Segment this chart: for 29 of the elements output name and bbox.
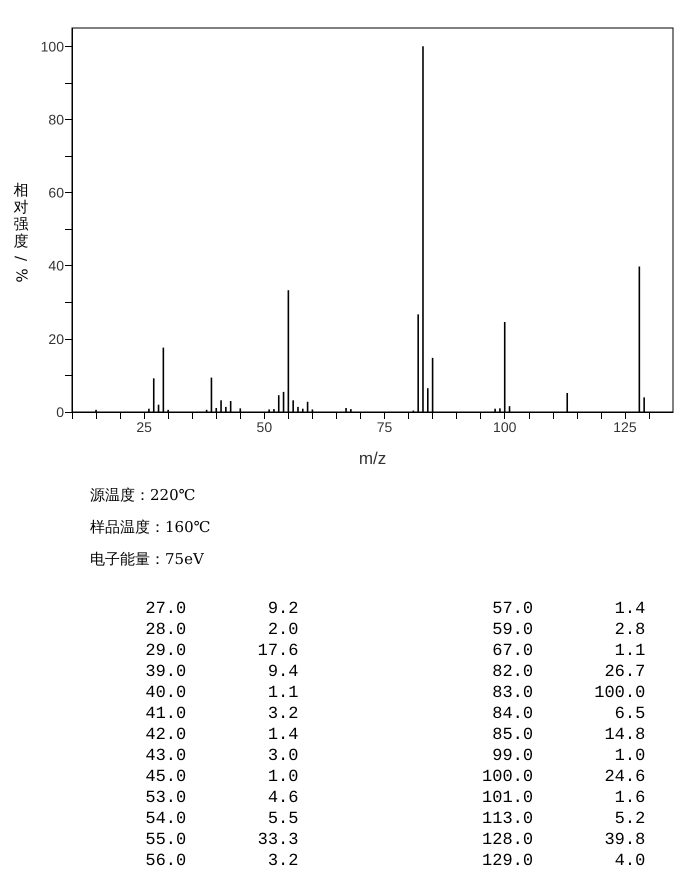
x-axis-title: m/z — [358, 449, 386, 468]
y-tick-label: 20 — [48, 330, 64, 347]
y-tick-label: 40 — [48, 258, 64, 274]
y-axis-title: 相对强度/% — [12, 181, 32, 283]
text: 41.0 3.2 84.0 6.5 — [144, 705, 646, 724]
x-tick-label: 25 — [136, 419, 152, 435]
text: 53.0 4.6 101.0 1.6 — [144, 789, 646, 808]
text: 28.0 2.0 59.0 2.8 — [144, 621, 646, 640]
text: 45.0 1.0 100.0 24.6 — [144, 768, 646, 787]
x-tick-label: 50 — [256, 419, 272, 435]
text: 40.0 1.1 83.0 100.0 — [144, 684, 646, 703]
text: 56.0 3.2 129.0 4.0 — [144, 852, 646, 871]
x-tick-label: 100 — [493, 419, 517, 435]
y-tick-label: 100 — [40, 38, 64, 54]
y-tick-label: 60 — [48, 184, 64, 201]
text: 55.0 33.3 128.0 39.8 — [144, 831, 646, 850]
text: 43.0 3.0 99.0 1.0 — [144, 747, 646, 766]
y-tick-label: 80 — [48, 111, 64, 128]
text: 54.0 5.5 113.0 5.2 — [144, 810, 646, 829]
text: 电子能量：75eV — [90, 550, 204, 569]
text: 29.0 17.6 67.0 1.1 — [144, 642, 646, 661]
text: 42.0 1.4 85.0 14.8 — [144, 726, 646, 745]
text: 27.0 9.2 57.0 1.4 — [144, 600, 646, 619]
text: 样品温度：160℃ — [90, 518, 210, 537]
text: 39.0 9.4 82.0 26.7 — [144, 663, 646, 682]
y-tick-label: 0 — [56, 404, 64, 420]
x-tick-label: 125 — [613, 419, 637, 435]
x-tick-label: 75 — [376, 419, 393, 435]
text: 源温度：220℃ — [90, 486, 196, 505]
